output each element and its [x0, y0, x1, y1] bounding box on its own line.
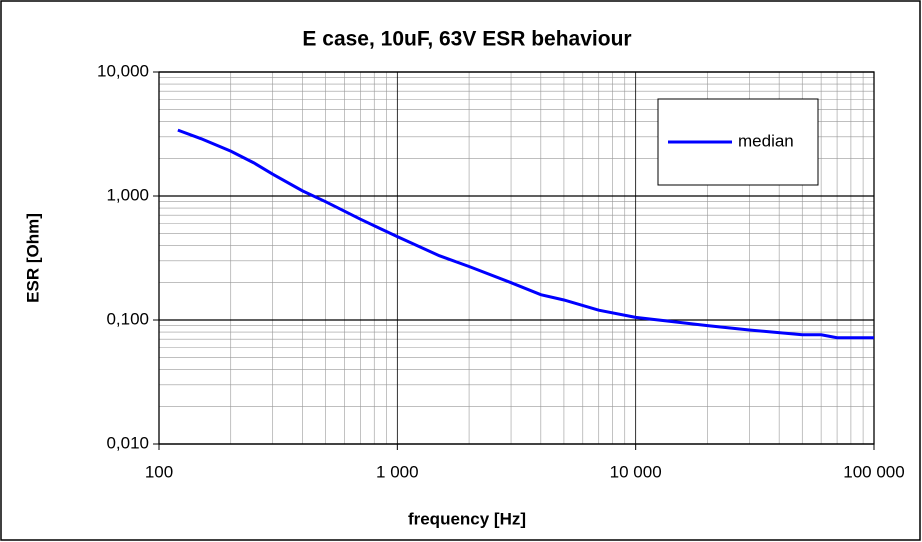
x-tick-label: 100 000 — [843, 462, 904, 481]
x-tick-label: 1 000 — [376, 462, 419, 481]
y-tick-label: 10,000 — [97, 61, 149, 80]
x-tick-label: 100 — [145, 462, 173, 481]
x-axis-label: frequency [Hz] — [408, 509, 526, 528]
plot-border — [158, 71, 875, 445]
y-axis-label: ESR [Ohm] — [23, 213, 42, 303]
series-line — [177, 128, 874, 340]
y-tick-label: 1,000 — [106, 185, 149, 204]
x-tick-label: 10 000 — [610, 462, 662, 481]
chart-title: E case, 10uF, 63V ESR behaviour — [302, 28, 631, 51]
plot — [177, 128, 874, 340]
y-tick-label: 0,100 — [106, 309, 149, 328]
y-tick-label: 0,010 — [106, 433, 149, 452]
legend-label: median — [738, 131, 794, 150]
